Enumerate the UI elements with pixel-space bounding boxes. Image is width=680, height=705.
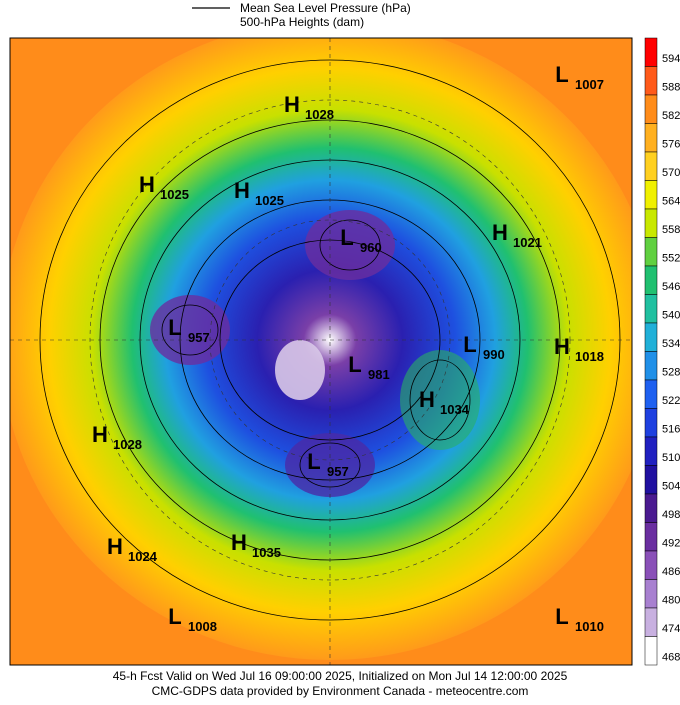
center-value: 990 <box>483 347 505 362</box>
colorbar-label: 582 <box>662 110 680 122</box>
center-letter: H <box>107 534 123 559</box>
center-letter: H <box>492 220 508 245</box>
center-letter: H <box>554 334 570 359</box>
center-value: 1025 <box>255 193 284 208</box>
center-value: 1010 <box>575 619 604 634</box>
center-value: 960 <box>360 240 382 255</box>
center-value: 1028 <box>113 437 142 452</box>
center-letter: H <box>284 92 300 117</box>
colorbar-swatch <box>644 208 658 238</box>
colorbar-swatch <box>644 294 658 324</box>
colorbar-swatch <box>644 408 658 438</box>
colorbar-label: 498 <box>662 509 680 521</box>
colorbar-swatch <box>644 636 658 666</box>
center-value: 1018 <box>575 349 604 364</box>
colorbar: 594 588 582 576 570 564 558 552 546 540 534 528 522 5… <box>644 37 680 666</box>
colorbar-swatch <box>644 465 658 495</box>
colorbar-swatch <box>644 607 658 637</box>
center-value: 957 <box>327 464 349 479</box>
colorbar-label: 546 <box>662 281 680 293</box>
colorbar-label: 558 <box>662 224 680 236</box>
colorbar-label: 522 <box>662 395 680 407</box>
center-letter: H <box>234 178 250 203</box>
center-letter: H <box>419 387 435 412</box>
map-frame <box>9 37 633 666</box>
colorbar-label: 564 <box>662 196 680 208</box>
colorbar-swatch <box>644 265 658 295</box>
center-letter: L <box>555 62 568 87</box>
colorbar-label: 468 <box>662 652 680 664</box>
footer-line: 45-h Fcst Valid on Wed Jul 16 09:00:00 2… <box>113 669 568 683</box>
center-value: 1008 <box>188 619 217 634</box>
colorbar-label: 480 <box>662 595 680 607</box>
center-value: 1025 <box>160 187 189 202</box>
legend-text: 500-hPa Heights (dam) <box>240 15 364 29</box>
header-legend: Mean Sea Level Pressure (hPa) 500-hPa He… <box>192 1 411 29</box>
center-value: 957 <box>188 330 210 345</box>
colorbar-swatch <box>644 322 658 352</box>
colorbar-swatch <box>644 522 658 552</box>
center-letter: L <box>307 449 320 474</box>
colorbar-label: 534 <box>662 338 680 350</box>
colorbar-swatch <box>644 66 658 96</box>
center-letter: H <box>92 422 108 447</box>
center-letter: L <box>555 604 568 629</box>
legend-text: Mean Sea Level Pressure (hPa) <box>240 1 411 15</box>
colorbar-label: 486 <box>662 566 680 578</box>
colorbar-swatch <box>644 37 658 67</box>
colorbar-label: 594 <box>662 53 680 65</box>
colorbar-label: 576 <box>662 139 680 151</box>
colorbar-swatch <box>644 436 658 466</box>
colorbar-swatch <box>644 123 658 153</box>
center-letter: H <box>139 172 155 197</box>
colorbar-swatch <box>644 550 658 580</box>
colorbar-label: 474 <box>662 623 680 635</box>
center-letter: L <box>463 332 476 357</box>
colorbar-label: 516 <box>662 424 680 436</box>
center-value: 1007 <box>575 77 604 92</box>
colorbar-swatch <box>644 151 658 181</box>
colorbar-label: 552 <box>662 253 680 265</box>
colorbar-label: 540 <box>662 310 680 322</box>
colorbar-swatch <box>644 493 658 523</box>
colorbar-label: 504 <box>662 481 680 493</box>
colorbar-swatch <box>644 94 658 124</box>
colorbar-label: 492 <box>662 538 680 550</box>
center-letter: L <box>168 315 181 340</box>
center-value: 981 <box>368 367 390 382</box>
center-value: 1028 <box>305 107 334 122</box>
colorbar-swatch <box>644 237 658 267</box>
colorbar-swatch <box>644 351 658 381</box>
center-letter: H <box>231 530 247 555</box>
center-letter: L <box>340 225 353 250</box>
colorbar-label: 528 <box>662 367 680 379</box>
center-value: 1021 <box>513 235 542 250</box>
center-value: 1035 <box>252 545 281 560</box>
map-area <box>10 38 632 665</box>
center-value: 1034 <box>440 402 470 417</box>
center-letter: L <box>348 352 361 377</box>
colorbar-swatch <box>644 379 658 409</box>
footer-line: CMC-GDPS data provided by Environment Ca… <box>152 684 529 698</box>
center-letter: L <box>168 604 181 629</box>
colorbar-swatch <box>644 579 658 609</box>
colorbar-label: 510 <box>662 452 680 464</box>
colorbar-label: 588 <box>662 82 680 94</box>
colorbar-label: 570 <box>662 167 680 179</box>
center-value: 1024 <box>128 549 158 564</box>
colorbar-swatch <box>644 180 658 210</box>
